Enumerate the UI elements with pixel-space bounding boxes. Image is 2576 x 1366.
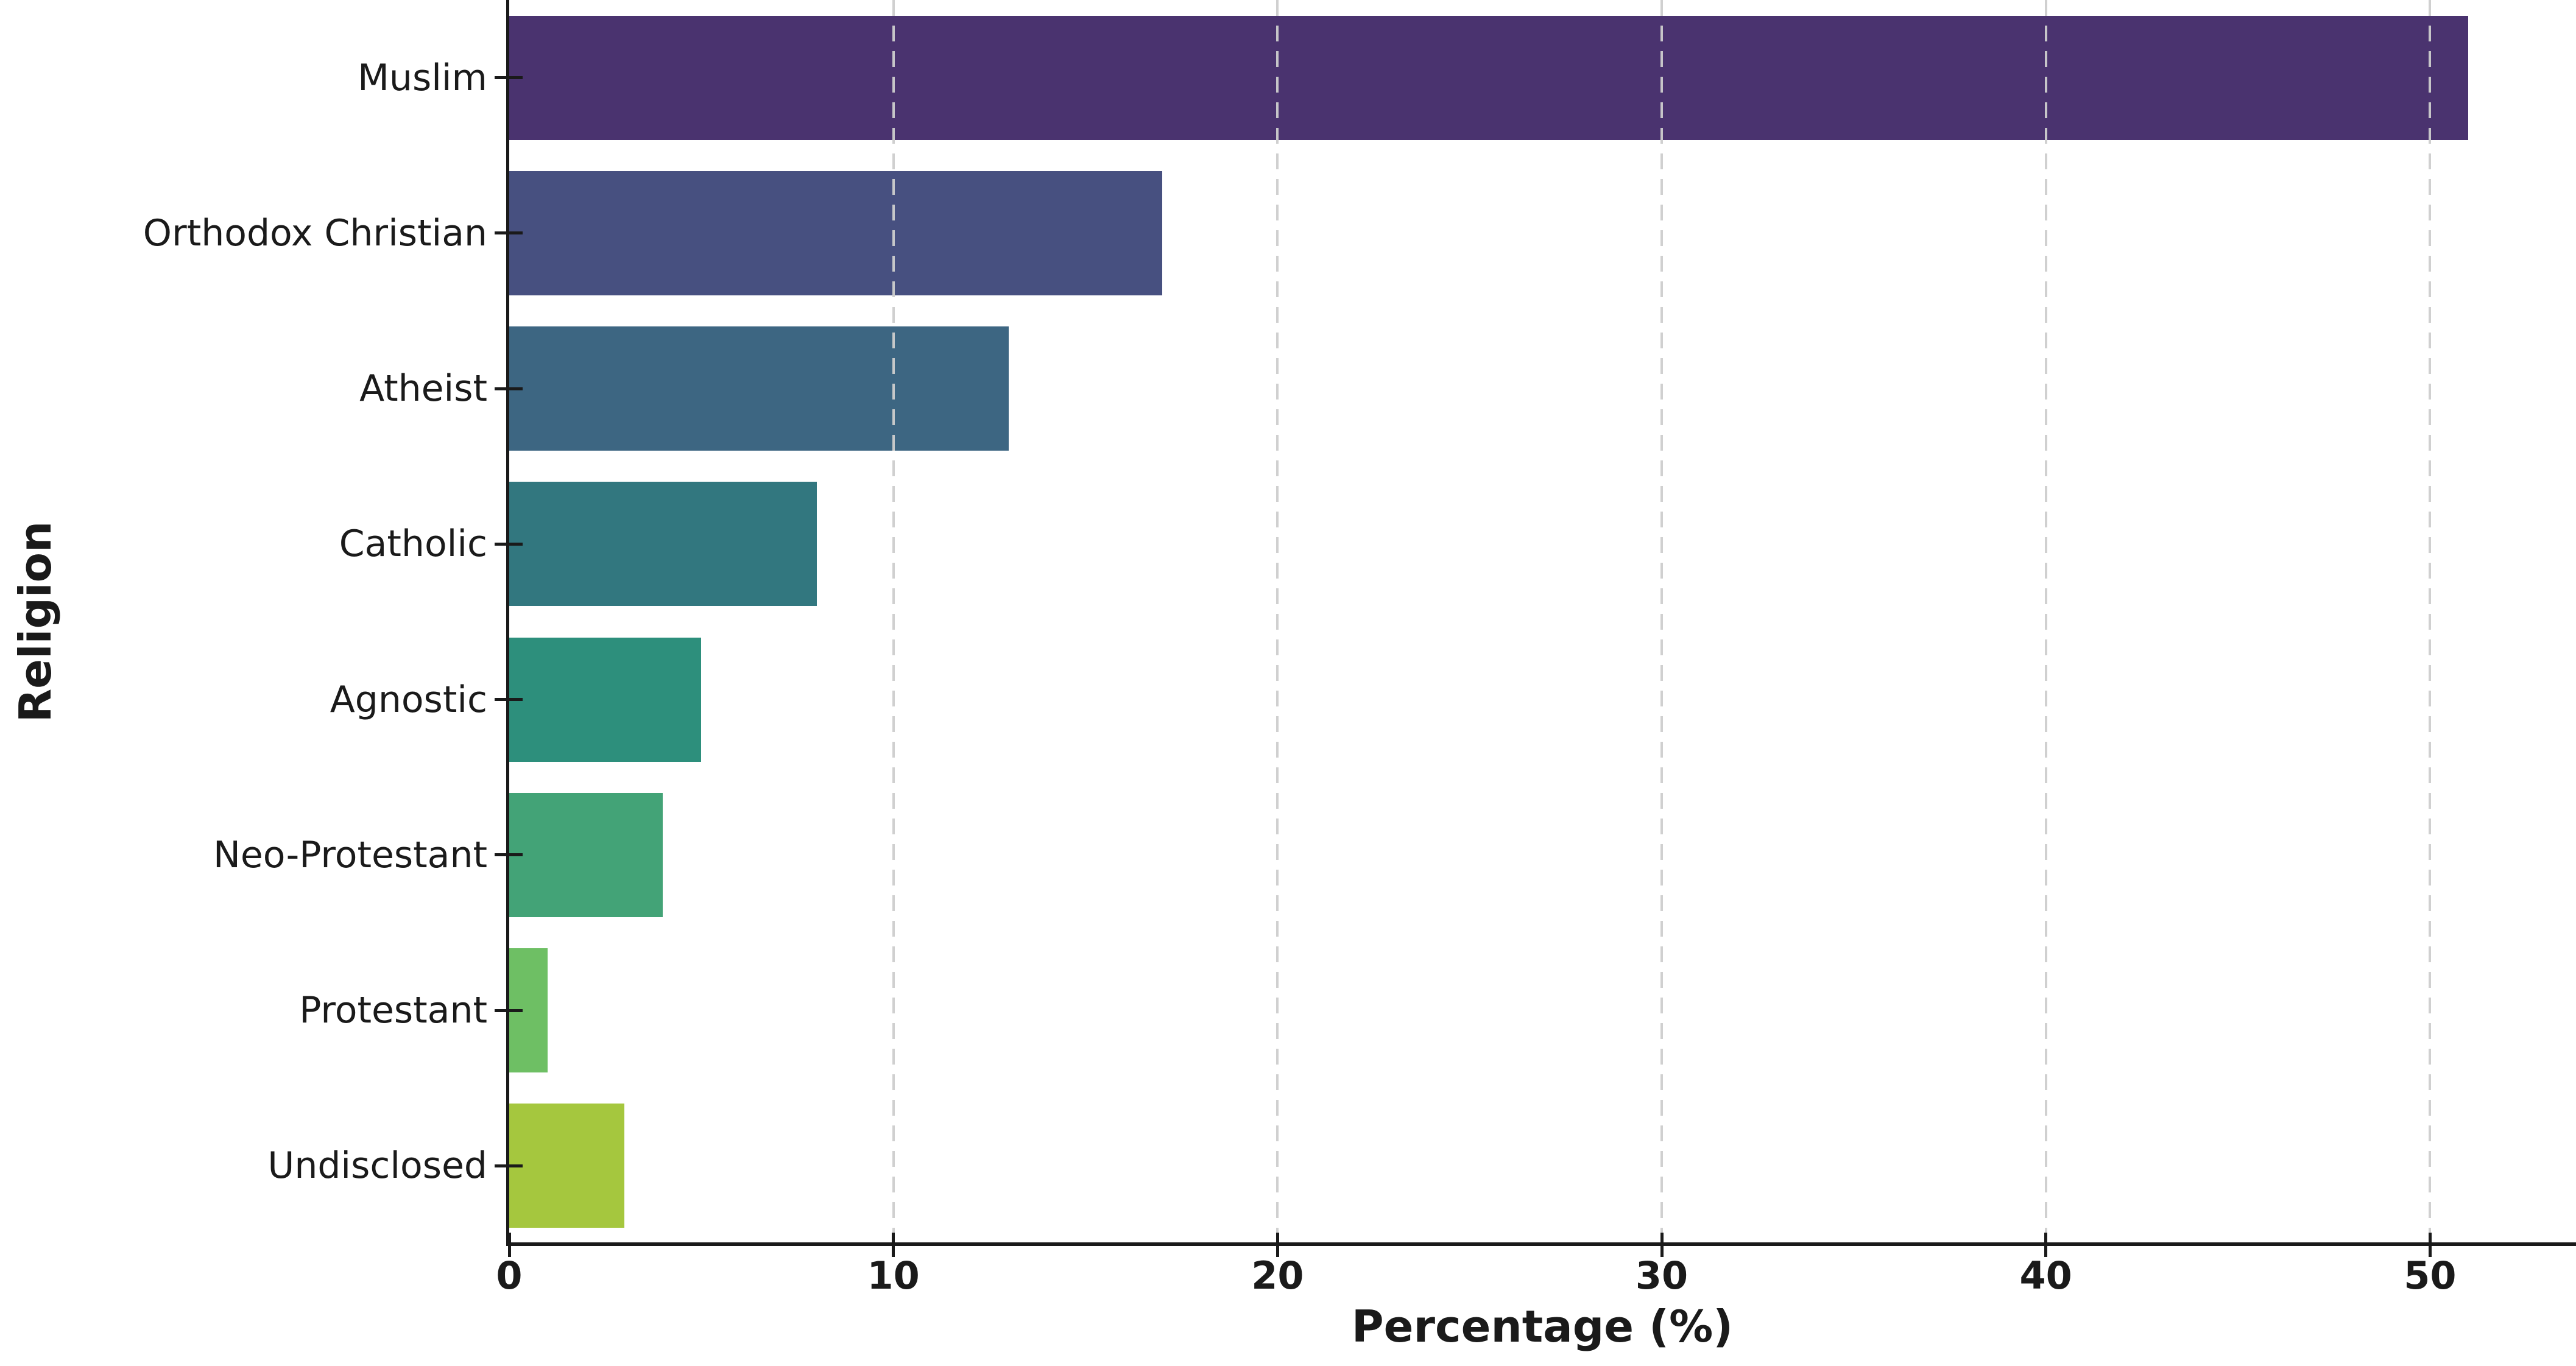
gridline-40 <box>2044 0 2047 1244</box>
y-tick-undisclosed <box>495 1164 523 1167</box>
x-tick-label-10: 10 <box>867 1253 920 1298</box>
category-label-muslim: Muslim <box>358 56 487 99</box>
y-tick-muslim <box>495 76 523 80</box>
category-label-agnostic: Agnostic <box>330 678 487 721</box>
gridline-30 <box>1660 0 1663 1244</box>
x-tick-label-20: 20 <box>1251 1253 1304 1298</box>
y-tick-neo-protestant <box>495 853 523 857</box>
x-tick-50 <box>2428 1233 2432 1257</box>
x-tick-20 <box>1276 1233 1279 1257</box>
x-tick-10 <box>892 1233 895 1257</box>
y-tick-protestant <box>495 1009 523 1012</box>
bar-orthodox-christian <box>509 171 1163 295</box>
x-axis-label: Percentage (%) <box>1351 1301 1734 1352</box>
gridline-20 <box>1276 0 1279 1244</box>
category-label-protestant: Protestant <box>299 989 487 1032</box>
bar-agnostic <box>509 637 702 762</box>
x-tick-label-30: 30 <box>1635 1253 1689 1298</box>
x-tick-30 <box>1660 1233 1664 1257</box>
category-label-undisclosed: Undisclosed <box>267 1144 487 1188</box>
bar-muslim <box>509 15 2469 140</box>
x-tick-label-40: 40 <box>2019 1253 2072 1298</box>
y-tick-atheist <box>495 387 523 390</box>
category-label-atheist: Atheist <box>359 367 487 410</box>
gridline-50 <box>2429 0 2432 1244</box>
y-tick-catholic <box>495 542 523 546</box>
x-tick-label-50: 50 <box>2404 1253 2457 1298</box>
y-tick-orthodox-christian <box>495 231 523 235</box>
bar-catholic <box>509 482 817 607</box>
category-label-orthodox-christian: Orthodox Christian <box>143 211 487 255</box>
category-label-catholic: Catholic <box>339 523 487 566</box>
x-tick-40 <box>2044 1233 2048 1257</box>
category-label-neo-protestant: Neo-Protestant <box>213 833 487 876</box>
x-tick-label-0: 0 <box>496 1253 523 1298</box>
bar-atheist <box>509 326 1009 451</box>
x-tick-0 <box>507 1233 511 1257</box>
y-tick-agnostic <box>495 698 523 702</box>
x-axis-spine <box>506 1242 2576 1246</box>
y-axis-spine <box>506 0 509 1246</box>
plot-area <box>509 0 2576 1244</box>
gridline-10 <box>892 0 895 1244</box>
y-axis-label: Religion <box>10 521 61 723</box>
bar-undisclosed <box>509 1104 625 1228</box>
bar-neo-protestant <box>509 792 663 917</box>
